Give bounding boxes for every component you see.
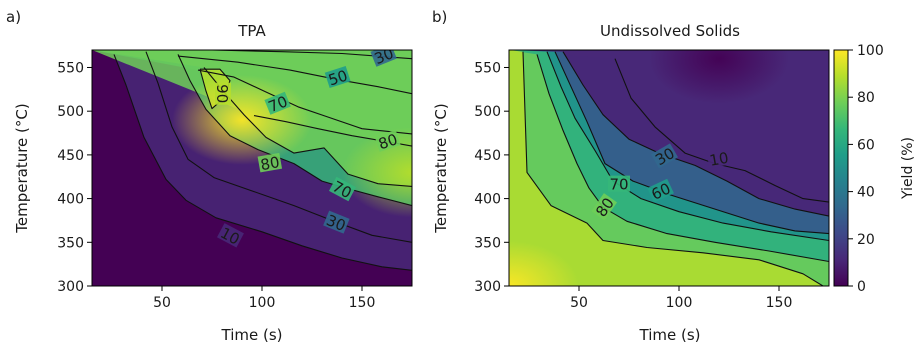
- heatmap-peak: [649, 50, 789, 104]
- heatmap-peak: [509, 241, 579, 286]
- x-tick-label: 50: [570, 295, 588, 311]
- contour-label-90: 90: [213, 84, 231, 103]
- x-tick-label: 50: [153, 295, 171, 311]
- contour-label-70: 70: [266, 92, 290, 116]
- colorbar-tick-label: 60: [857, 137, 875, 153]
- y-tick-label: 500: [474, 104, 501, 120]
- y-tick-label: 550: [474, 60, 501, 76]
- y-tick-label: 450: [474, 148, 501, 164]
- contour-label-10: 10: [708, 149, 730, 170]
- contour-label-70: 70: [609, 176, 628, 194]
- colorbar-tick-label: 100: [857, 43, 884, 59]
- plot-frame: [91, 49, 413, 287]
- contour-line-90: [522, 51, 824, 286]
- panel-a-title: TPA: [237, 22, 266, 40]
- contour-label-bg: [324, 66, 351, 89]
- contour-line-30: [145, 51, 412, 243]
- y-tick-label: 350: [57, 235, 84, 251]
- contour-label-bg: [706, 148, 732, 169]
- contour-label-80: 80: [259, 153, 281, 174]
- contour-label-bg: [370, 50, 397, 67]
- heatmap-peak: [342, 127, 412, 218]
- y-tick-label: 350: [474, 235, 501, 251]
- contour-label-80: 80: [376, 130, 400, 153]
- contour-label-bg: [374, 129, 401, 152]
- contour-label-bg: [647, 178, 674, 203]
- contour-line-70: [197, 69, 412, 135]
- contour-label-bg: [217, 223, 244, 248]
- colorbar-gradient: [833, 49, 849, 287]
- y-tick-label: 500: [57, 104, 84, 120]
- x-tick-label: 150: [766, 295, 793, 311]
- colorbar-tick-label: 80: [857, 90, 875, 106]
- y-tick-label: 550: [57, 60, 84, 76]
- x-tick-label: 150: [349, 295, 376, 311]
- contour-label-bg: [329, 176, 356, 202]
- y-tick-label: 300: [474, 279, 501, 295]
- contour-label-bg: [591, 193, 618, 221]
- colorbar-tick-label: 20: [857, 232, 875, 248]
- contour-line-50: [177, 55, 412, 95]
- colorbar-tick-label: 0: [857, 279, 866, 295]
- panel-a-xlabel: Time (s): [221, 326, 283, 344]
- x-tick-label: 100: [249, 295, 276, 311]
- contour-line-30: [562, 51, 829, 217]
- y-tick-label: 400: [474, 192, 501, 208]
- plot-frame: [508, 49, 830, 287]
- panel-b-title: Undissolved Solids: [600, 22, 740, 40]
- y-tick-label: 400: [57, 192, 84, 208]
- y-tick-label: 300: [57, 279, 84, 295]
- contour-label-bg: [215, 82, 231, 105]
- contour-label-bg: [650, 143, 679, 169]
- contour-label-bg: [264, 91, 291, 115]
- contour-label-bg: [608, 175, 630, 192]
- panel-a-ylabel: Temperature (°C): [13, 103, 31, 233]
- panel-b-ylabel: Temperature (°C): [432, 103, 450, 233]
- heatmap-band-90: [509, 50, 823, 286]
- contour-label-30: 30: [324, 211, 348, 235]
- panel-b-tag: b): [432, 8, 447, 26]
- contour-label-50: 50: [326, 66, 350, 89]
- contour-label-bg: [257, 152, 283, 173]
- contour-line-10: [113, 54, 412, 271]
- panel-b-xlabel: Time (s): [639, 326, 701, 344]
- colorbar: 0 20 40 60 80 100: [833, 43, 884, 295]
- panel-a-tag: a): [6, 8, 21, 26]
- colorbar-label: Yield (%): [900, 137, 916, 200]
- x-tick-label: 100: [666, 295, 693, 311]
- colorbar-tick-label: 40: [857, 185, 875, 201]
- contour-label-bg: [323, 210, 350, 234]
- y-tick-label: 450: [57, 148, 84, 164]
